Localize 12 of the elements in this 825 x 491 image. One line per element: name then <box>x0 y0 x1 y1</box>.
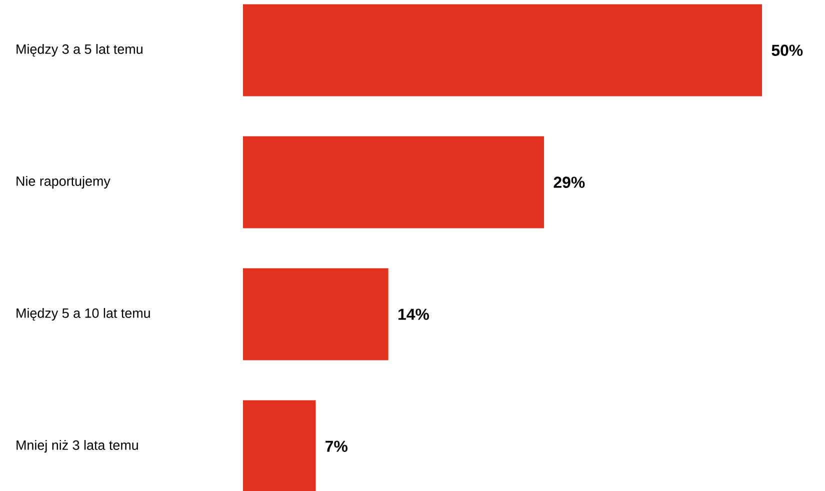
y-tick-label: Między 5 a 10 lat temu <box>16 308 150 321</box>
bar <box>243 268 388 360</box>
bar <box>243 4 762 96</box>
data-label: 29% <box>554 176 585 188</box>
data-label: 7% <box>326 440 348 452</box>
data-label: 14% <box>398 308 429 320</box>
bar <box>243 400 316 491</box>
data-label: 50% <box>772 44 803 56</box>
y-tick-label: Mniej niż 3 lata temu <box>16 440 138 453</box>
y-tick-label: Nie raportujemy <box>16 176 110 189</box>
bar <box>243 136 544 228</box>
y-tick-label: Między 3 a 5 lat temu <box>16 44 142 57</box>
